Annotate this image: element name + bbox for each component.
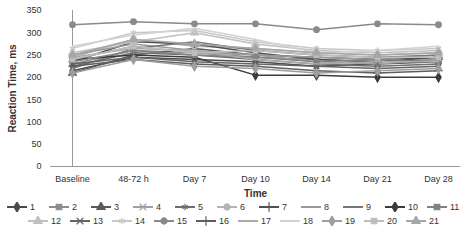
html-text:12: 12 <box>51 216 61 226</box>
svg-text:Day 21: Day 21 <box>363 174 392 184</box>
svg-text:150: 150 <box>26 95 41 105</box>
html-text:13: 13 <box>93 216 103 226</box>
html-text:2: 2 <box>72 202 77 212</box>
svg-text:Day 14: Day 14 <box>302 174 331 184</box>
html-text:5: 5 <box>198 202 203 212</box>
svg-text:Baseline: Baseline <box>55 174 90 184</box>
svg-text:100: 100 <box>26 117 41 127</box>
html-text:3: 3 <box>114 202 119 212</box>
svg-text:Reaction Time, ms: Reaction Time, ms <box>7 44 18 133</box>
html-text:6: 6 <box>240 202 245 212</box>
html-text:11: 11 <box>450 202 460 212</box>
svg-text:250: 250 <box>26 50 41 60</box>
html-text:9: 9 <box>366 202 371 212</box>
html-text:19: 19 <box>345 216 355 226</box>
svg-text:300: 300 <box>26 28 41 38</box>
html-text:1: 1 <box>30 202 35 212</box>
html-text:4: 4 <box>156 202 161 212</box>
svg-text:50: 50 <box>31 139 41 149</box>
svg-text:48-72 h: 48-72 h <box>118 174 149 184</box>
svg-text:350: 350 <box>26 5 41 15</box>
svg-text:0: 0 <box>36 161 41 171</box>
html-text:20: 20 <box>387 216 397 226</box>
svg-text:Day 28: Day 28 <box>424 174 453 184</box>
svg-text:200: 200 <box>26 72 41 82</box>
svg-text:Day 10: Day 10 <box>241 174 270 184</box>
html-text:15: 15 <box>177 216 187 226</box>
html-text:14: 14 <box>135 216 145 226</box>
html-text:18: 18 <box>303 216 313 226</box>
html-text:10: 10 <box>408 202 418 212</box>
svg-text:Day 7: Day 7 <box>183 174 207 184</box>
html-text:8: 8 <box>324 202 329 212</box>
svg-text:Time: Time <box>244 188 268 199</box>
html-text:16: 16 <box>219 216 229 226</box>
html-text:17: 17 <box>261 216 271 226</box>
html-text:7: 7 <box>282 202 287 212</box>
html-text:21: 21 <box>429 216 439 226</box>
